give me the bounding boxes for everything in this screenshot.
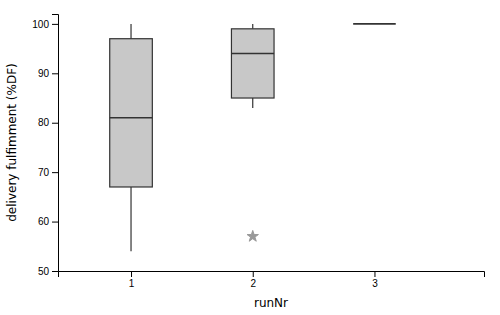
box-group bbox=[353, 23, 396, 24]
y-tick-label: 70 bbox=[38, 167, 50, 178]
upper-whisker bbox=[130, 24, 131, 39]
y-tick: 80 bbox=[38, 117, 58, 128]
x-tick: 2 bbox=[250, 271, 256, 289]
chart: 1 2 3 50 60 70 80 90 100 runNr delivery fulfimment… bbox=[0, 0, 500, 315]
box-group bbox=[110, 24, 153, 251]
y-axis-line bbox=[52, 15, 59, 272]
x-tick: 1 bbox=[129, 271, 135, 289]
y-tick: 60 bbox=[38, 216, 58, 227]
x-axis-title: runNr bbox=[254, 296, 288, 310]
box-group bbox=[231, 24, 274, 241]
x-tick-label: 3 bbox=[372, 278, 378, 289]
x-tick-mark bbox=[253, 271, 254, 277]
y-axis: 50 60 70 80 90 100 bbox=[32, 15, 58, 277]
y-tick-mark bbox=[52, 222, 58, 223]
upper-whisker bbox=[252, 24, 253, 29]
x-axis-line bbox=[59, 272, 485, 278]
x-axis: 1 2 3 bbox=[59, 271, 485, 289]
y-tick-label: 60 bbox=[38, 216, 50, 227]
y-tick-label: 90 bbox=[38, 68, 50, 79]
x-tick-label: 1 bbox=[129, 278, 135, 289]
box bbox=[353, 23, 396, 24]
y-tick: 90 bbox=[38, 68, 58, 79]
y-tick-label: 50 bbox=[38, 266, 50, 277]
outlier bbox=[247, 230, 258, 241]
boxes bbox=[110, 24, 396, 251]
y-tick: 100 bbox=[32, 19, 58, 30]
median bbox=[110, 117, 153, 119]
y-tick: 50 bbox=[38, 266, 58, 277]
lower-whisker bbox=[252, 98, 253, 108]
x-tick-label: 2 bbox=[250, 278, 256, 289]
y-axis-title: delivery fulfimment (%DF) bbox=[5, 63, 19, 222]
y-tick-mark bbox=[52, 123, 58, 124]
y-tick-mark bbox=[52, 73, 58, 74]
y-tick-mark bbox=[52, 24, 58, 25]
median bbox=[231, 53, 274, 55]
y-tick: 70 bbox=[38, 167, 58, 178]
box bbox=[231, 29, 274, 98]
lower-whisker bbox=[130, 187, 131, 251]
x-tick-mark bbox=[131, 271, 132, 277]
y-tick-mark bbox=[52, 172, 58, 173]
x-tick-mark bbox=[374, 271, 375, 277]
y-tick-mark bbox=[52, 271, 58, 272]
y-tick-label: 80 bbox=[38, 117, 50, 128]
plot: 1 2 3 50 60 70 80 90 100 runNr delivery fulfimment… bbox=[5, 15, 485, 311]
median bbox=[353, 23, 396, 25]
box bbox=[110, 39, 153, 187]
x-tick: 3 bbox=[372, 271, 378, 289]
y-tick-label: 100 bbox=[32, 19, 49, 30]
